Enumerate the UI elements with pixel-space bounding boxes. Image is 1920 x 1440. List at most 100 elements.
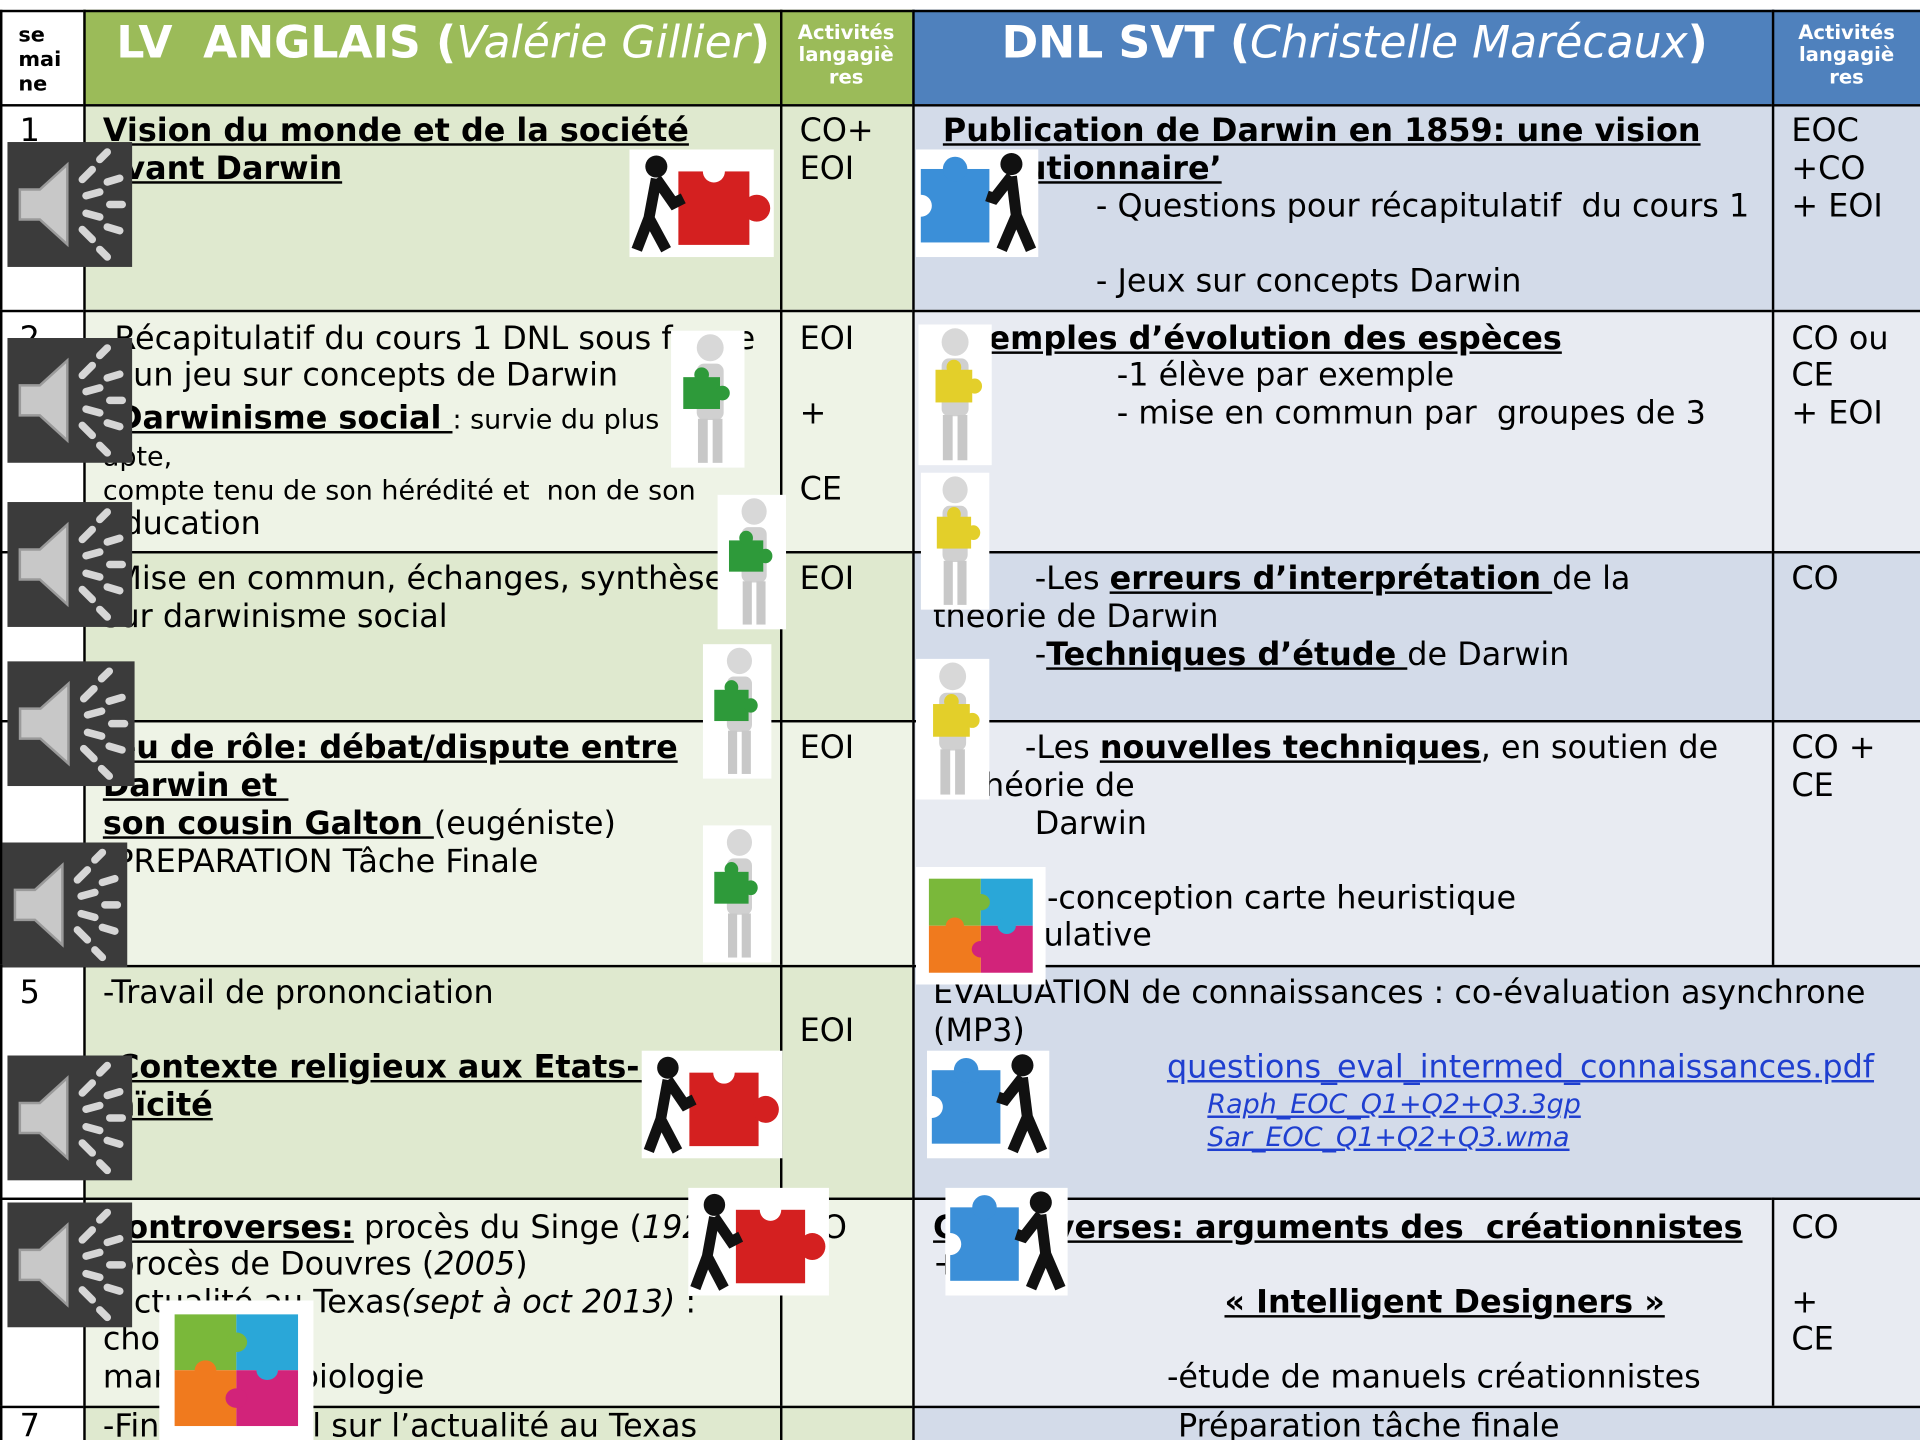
text-line: EVALUATION de connaissances : co-évaluat… (933, 975, 1865, 1012)
puzzle-icon (702, 825, 772, 963)
table-cell (912, 104, 1775, 313)
text: EVALUATION de connaissances : co-évaluat… (933, 974, 1866, 1012)
puzzle-icon (921, 1051, 1050, 1159)
text-line: compte tenu de son hérédité et non de so… (103, 471, 696, 510)
table-cell (780, 309, 915, 554)
text-line: mai (18, 38, 61, 78)
text-line: 5 (20, 975, 40, 1012)
table-cell (83, 9, 783, 107)
text-line: res (1829, 55, 1864, 95)
audio-icon[interactable] (7, 142, 132, 267)
text: compte tenu de son hérédité et non de so… (102, 476, 696, 507)
text-line: -Mise en commun, échanges, synthèse (103, 561, 724, 598)
text-line: questions_eval_intermed_connaissances.pd… (1167, 1049, 1874, 1086)
file-link[interactable]: Raph_EOC_Q1+Q2+Q3.3gp (1207, 1089, 1581, 1121)
text: CO+ (799, 112, 874, 150)
text: EOI (799, 729, 855, 767)
text-line: Publication de Darwin en 1859: une visio… (943, 113, 1701, 150)
text: res (828, 64, 864, 89)
text-line: « Intelligent Designers » (1224, 1284, 1664, 1321)
text: Activités (1798, 20, 1895, 45)
text: -conception carte heuristique (1046, 880, 1517, 918)
table-cell (1771, 104, 1920, 313)
text-line: ne (18, 62, 47, 102)
text-line: Sar_EOC_Q1+Q2+Q3.wma (1207, 1118, 1569, 1157)
text: mai (18, 47, 62, 73)
table-cell (912, 551, 1775, 723)
text-line: CE (1791, 768, 1833, 805)
text-line: CO (1791, 561, 1838, 598)
text: ) (515, 1246, 528, 1284)
text-line: Vision du monde et de la société (103, 113, 689, 150)
text: -Exemples d’évolution des espèces (933, 320, 1562, 358)
text-line: -Darwinisme social : survie du plus (103, 400, 659, 439)
text-line: + EOI (1791, 189, 1882, 226)
text-line: -Récapitulatif du cours 1 DNL sous forme (103, 321, 755, 358)
table-cell (912, 964, 1920, 1200)
table-cell (780, 551, 915, 723)
table-cell (83, 551, 783, 723)
table-cell (0, 9, 86, 107)
text-line: langagiè (1799, 33, 1894, 73)
text-line: EOI (800, 151, 855, 188)
text-line: -1 élève par exemple (1117, 358, 1455, 395)
text: la théorie de (933, 767, 1135, 805)
text: (eugéniste) (433, 805, 616, 843)
text: 7 (19, 1408, 40, 1440)
text-line: EOI (800, 561, 855, 598)
text: Valérie Gillier (456, 18, 750, 69)
text-line: CE (800, 471, 842, 508)
table-cell (780, 720, 915, 968)
text-line: EOI (800, 730, 855, 767)
text: de Darwin (1407, 636, 1570, 674)
text-line: Activités (798, 11, 895, 51)
text-line: se (18, 13, 45, 53)
text-line: théorie de Darwin (933, 599, 1218, 636)
text-line: 7 (20, 1408, 40, 1440)
text-line: CO (1791, 1210, 1838, 1247)
puzzle-icon (918, 324, 992, 466)
text-line: CO ou (1791, 321, 1888, 358)
text: CE (799, 471, 842, 509)
audio-icon[interactable] (7, 1056, 132, 1181)
text-line: -Travail de prononciation (103, 975, 494, 1012)
table-cell (780, 1405, 915, 1440)
puzzle-icon (939, 1188, 1068, 1296)
table-cell (780, 104, 915, 313)
text: -procès de Douvres ( (102, 1246, 435, 1284)
text-line: EOI (800, 321, 855, 358)
text: 2005 (434, 1246, 516, 1284)
audio-icon[interactable] (7, 1202, 132, 1327)
text-line: EOI (800, 1013, 855, 1050)
text: - (1034, 636, 1047, 674)
text-line: -Techniques d’étude de Darwin (1035, 637, 1570, 674)
text-line: avant Darwin (103, 151, 342, 188)
text-line: son cousin Galton (eugéniste) (103, 806, 616, 843)
text-line: Darwin et (103, 768, 289, 805)
text: se (18, 23, 45, 48)
audio-icon[interactable] (7, 338, 132, 463)
text: Activités (797, 20, 895, 45)
text-line: - Jeux sur concepts Darwin (1096, 263, 1522, 300)
text-line: DNL SVT (Christelle Marécaux) (1002, 21, 1708, 66)
text: ne (18, 72, 48, 97)
table-cell (780, 964, 915, 1200)
audio-icon[interactable] (7, 661, 134, 786)
audio-icon[interactable] (7, 502, 132, 627)
text-line: EOC (1791, 113, 1858, 150)
table-cell (780, 9, 915, 107)
text: Jeu de rôle: débat/dispute entre (102, 729, 678, 767)
file-link[interactable]: Sar_EOC_Q1+Q2+Q3.wma (1207, 1122, 1570, 1154)
text-line: + EOI (1791, 396, 1882, 433)
text-line: -étude de manuels créationnistes (1167, 1359, 1701, 1396)
audio-icon[interactable] (2, 842, 127, 967)
text: + (1791, 1284, 1819, 1322)
text: Vision du monde et de la société (102, 112, 689, 150)
text: (sept à oct 2013) (401, 1284, 676, 1322)
file-link[interactable]: questions_eval_intermed_connaissances.pd… (1166, 1049, 1875, 1087)
text: langagiè (798, 42, 894, 67)
text: Controverses: (102, 1209, 354, 1247)
